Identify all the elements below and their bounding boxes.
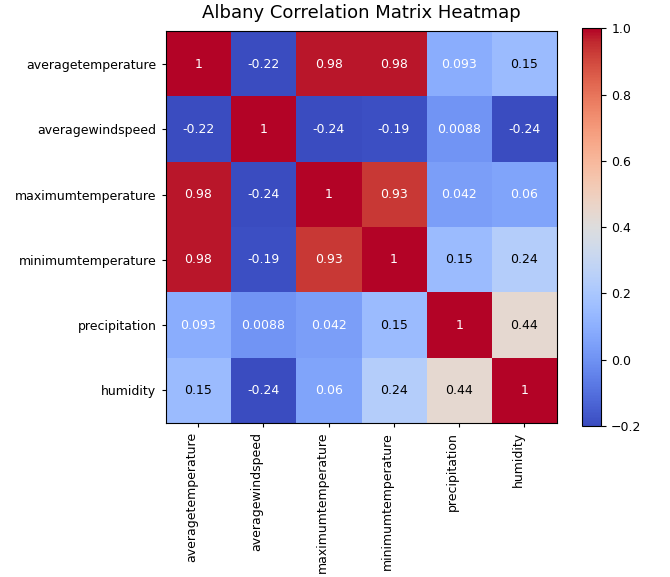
Text: 1: 1 — [456, 319, 463, 332]
Title: Albany Correlation Matrix Heatmap: Albany Correlation Matrix Heatmap — [202, 3, 521, 21]
Text: 0.042: 0.042 — [311, 319, 346, 332]
Text: 0.44: 0.44 — [511, 319, 539, 332]
Text: 1: 1 — [325, 188, 332, 201]
Text: 0.98: 0.98 — [184, 253, 212, 267]
Text: 0.093: 0.093 — [442, 58, 477, 70]
Text: 0.98: 0.98 — [184, 188, 212, 201]
Text: 0.15: 0.15 — [446, 253, 473, 267]
Text: 1: 1 — [259, 123, 267, 136]
Text: 0.0088: 0.0088 — [438, 123, 481, 136]
Text: -0.19: -0.19 — [247, 253, 279, 267]
Text: -0.24: -0.24 — [313, 123, 345, 136]
Text: 0.98: 0.98 — [315, 58, 342, 70]
Text: 1: 1 — [390, 253, 398, 267]
Text: 0.93: 0.93 — [380, 188, 408, 201]
Text: 0.15: 0.15 — [184, 384, 212, 397]
Text: 0.06: 0.06 — [511, 188, 539, 201]
Text: -0.22: -0.22 — [247, 58, 279, 70]
Text: 0.98: 0.98 — [380, 58, 408, 70]
Text: 0.15: 0.15 — [380, 319, 408, 332]
Text: 0.44: 0.44 — [446, 384, 473, 397]
Text: 0.042: 0.042 — [442, 188, 477, 201]
Text: 0.93: 0.93 — [315, 253, 342, 267]
Text: -0.24: -0.24 — [247, 384, 279, 397]
Text: 0.0088: 0.0088 — [241, 319, 285, 332]
Text: -0.24: -0.24 — [509, 123, 541, 136]
Text: 0.093: 0.093 — [180, 319, 216, 332]
Text: 0.24: 0.24 — [380, 384, 408, 397]
Text: 0.15: 0.15 — [511, 58, 539, 70]
Text: 0.24: 0.24 — [511, 253, 539, 267]
Text: 1: 1 — [521, 384, 529, 397]
Text: -0.19: -0.19 — [378, 123, 410, 136]
Text: -0.24: -0.24 — [247, 188, 279, 201]
Text: 1: 1 — [194, 58, 202, 70]
Text: 0.06: 0.06 — [315, 384, 342, 397]
Text: -0.22: -0.22 — [182, 123, 214, 136]
